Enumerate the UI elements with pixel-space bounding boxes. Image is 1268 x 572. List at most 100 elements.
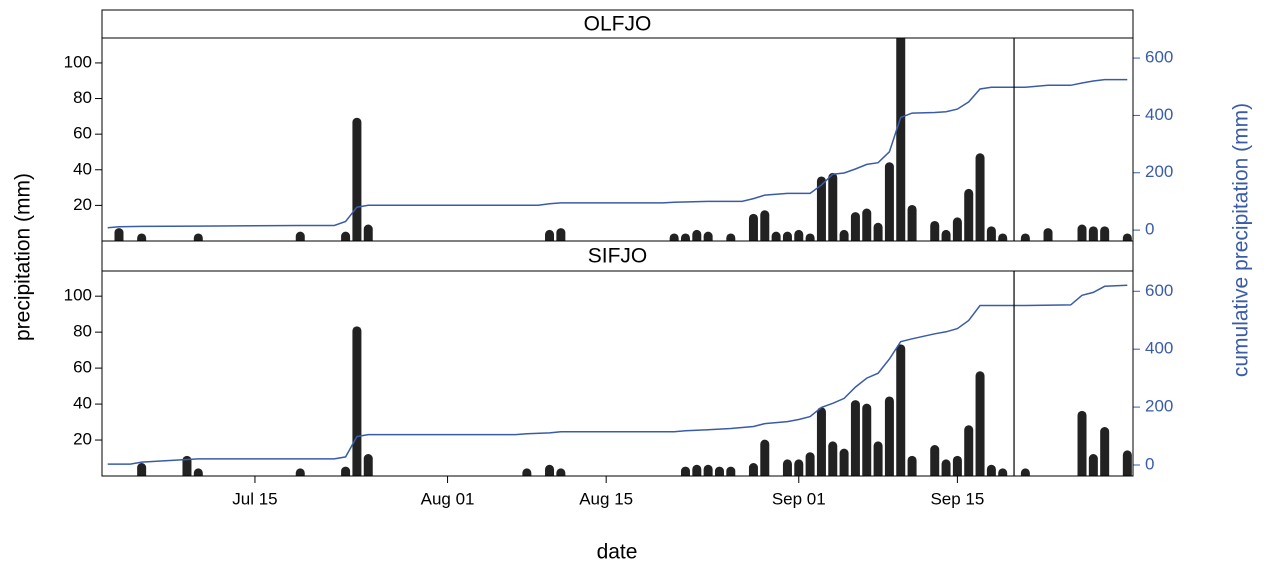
panel-strip — [101, 9, 1134, 39]
panel-title: OLFJO — [584, 13, 652, 36]
panel-title: SIFJO — [588, 245, 648, 268]
bar — [805, 233, 815, 241]
bar — [941, 459, 951, 476]
bar — [839, 448, 849, 476]
bar — [137, 463, 147, 476]
bar — [941, 229, 951, 241]
bar — [692, 464, 702, 476]
bar — [884, 162, 894, 241]
bar — [692, 229, 702, 241]
y2-tick-label: 600 — [1145, 48, 1173, 67]
panel-strip — [101, 240, 1134, 272]
bar — [726, 233, 736, 241]
bar — [862, 403, 872, 476]
bar — [760, 439, 770, 476]
bar — [760, 210, 770, 241]
bar — [930, 220, 940, 241]
bar — [930, 445, 940, 476]
bar — [1088, 454, 1098, 476]
bar — [952, 217, 962, 241]
bar — [748, 463, 758, 476]
y-tick-label: 100 — [64, 286, 92, 305]
bar — [816, 407, 826, 476]
bar — [182, 455, 192, 476]
bar — [748, 213, 758, 241]
y2-tick-label: 0 — [1145, 454, 1154, 473]
bar — [363, 224, 373, 241]
bar — [805, 452, 815, 476]
bar — [1100, 226, 1110, 241]
bar — [545, 229, 555, 241]
x-tick-label: Sep 01 — [772, 489, 826, 508]
bar — [986, 226, 996, 241]
bar — [1020, 233, 1030, 241]
y-tick-label: 40 — [73, 159, 92, 178]
bar — [952, 455, 962, 476]
bar — [703, 464, 713, 476]
bar — [714, 466, 724, 476]
bar — [986, 464, 996, 476]
cumulative-line — [107, 78, 1128, 229]
bar — [545, 464, 555, 476]
bar — [680, 466, 690, 476]
bar — [782, 459, 792, 476]
bar — [193, 233, 203, 241]
y-tick-label: 20 — [73, 195, 92, 214]
bar — [873, 222, 883, 241]
bar — [771, 231, 781, 241]
bar — [522, 468, 532, 476]
bar — [850, 212, 860, 241]
x-tick-label: Sep 15 — [930, 489, 984, 508]
bar — [703, 231, 713, 241]
y-axis-label: precipitation (mm) — [12, 173, 35, 341]
bar — [193, 468, 203, 476]
bar — [1043, 228, 1053, 241]
bar — [1122, 450, 1132, 476]
bar — [726, 466, 736, 476]
bar — [896, 38, 906, 241]
bar — [1020, 468, 1030, 476]
bar — [1077, 410, 1087, 476]
bar — [1088, 226, 1098, 241]
y-tick-label: 60 — [73, 124, 92, 143]
bar — [862, 208, 872, 241]
bar — [975, 153, 985, 241]
bar — [1100, 427, 1110, 476]
bar — [964, 188, 974, 241]
bar — [998, 233, 1008, 241]
plot-area — [107, 38, 1132, 241]
y2-tick-label: 0 — [1145, 220, 1154, 239]
x-tick-label: Jul 15 — [232, 489, 277, 508]
bar — [816, 176, 826, 241]
bar — [828, 172, 838, 241]
cumulative-line — [107, 284, 1128, 465]
bar — [1122, 233, 1132, 241]
bar — [850, 400, 860, 476]
y-tick-label: 40 — [73, 394, 92, 413]
y-tick-label: 80 — [73, 88, 92, 107]
bar — [114, 228, 124, 241]
bar — [839, 229, 849, 241]
bar — [782, 231, 792, 241]
bar — [998, 468, 1008, 476]
bar — [295, 468, 305, 476]
bar — [352, 117, 362, 241]
y-tick-label: 60 — [73, 358, 92, 377]
bar — [896, 344, 906, 476]
y2-tick-label: 200 — [1145, 162, 1173, 181]
bar — [352, 326, 362, 476]
bar — [341, 231, 351, 241]
bar — [794, 229, 804, 241]
bar — [975, 371, 985, 476]
bar — [137, 233, 147, 241]
bar — [680, 233, 690, 241]
bar — [794, 459, 804, 476]
bar — [1077, 224, 1087, 241]
bar — [884, 396, 894, 476]
y2-tick-label: 200 — [1145, 397, 1173, 416]
y-tick-label: 80 — [73, 322, 92, 341]
bar — [556, 228, 566, 241]
x-axis-label: date — [597, 541, 638, 564]
bar — [295, 231, 305, 241]
